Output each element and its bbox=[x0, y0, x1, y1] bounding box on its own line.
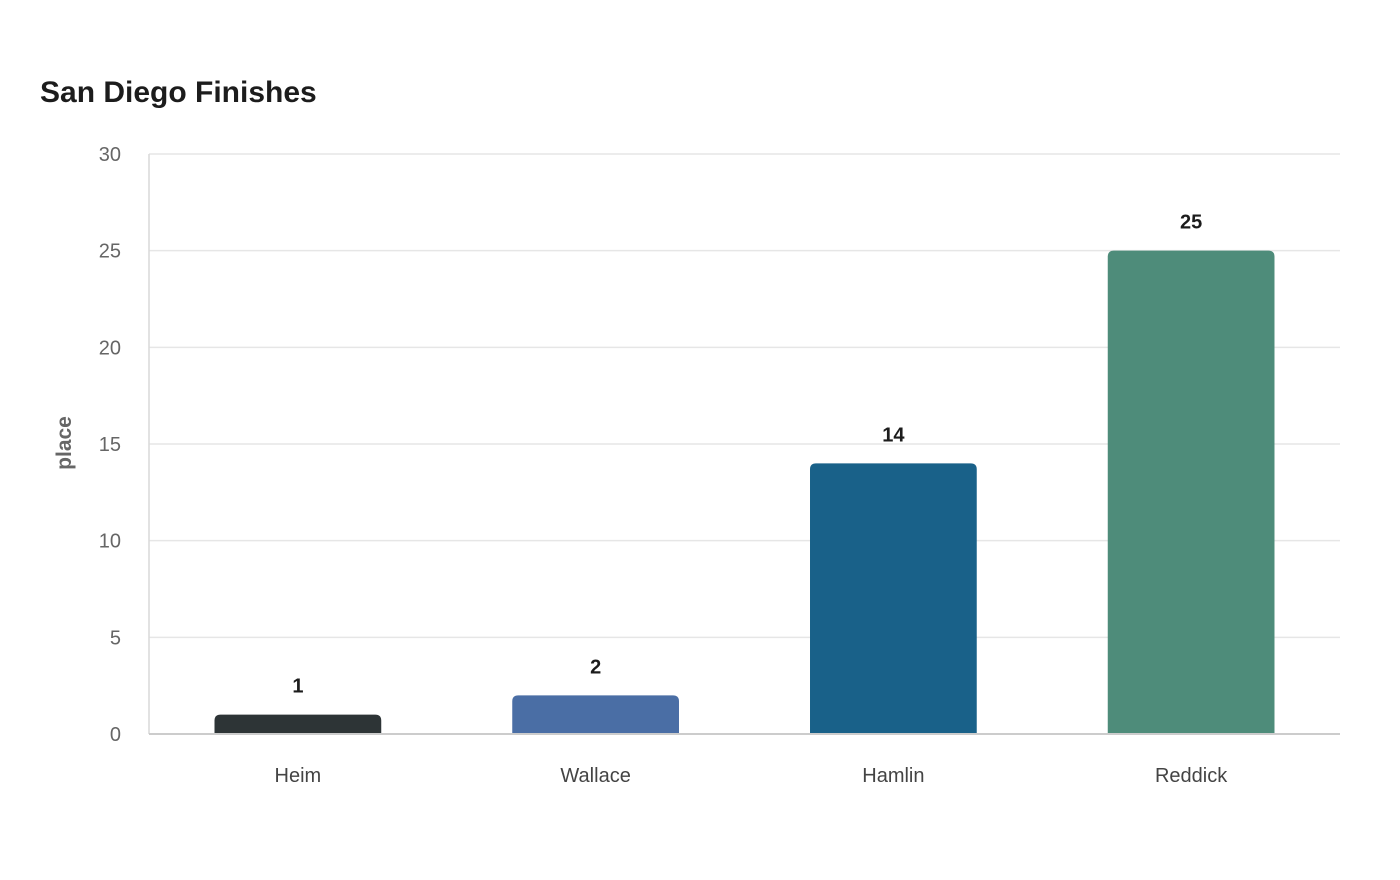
bar-wallace bbox=[512, 695, 679, 734]
y-axis-title: place bbox=[53, 416, 76, 470]
x-category-label: Hamlin bbox=[862, 765, 924, 787]
data-label: 25 bbox=[1180, 212, 1202, 234]
gridlines bbox=[149, 153, 1340, 639]
y-tick-label: 15 bbox=[99, 434, 121, 456]
y-tick-label: 25 bbox=[99, 241, 121, 263]
bar-hamlin bbox=[810, 463, 977, 734]
y-tick-label: 5 bbox=[110, 627, 121, 649]
y-tick-label: 20 bbox=[99, 337, 121, 359]
x-category-label: Heim bbox=[275, 765, 322, 787]
x-category-label: Reddick bbox=[1155, 765, 1228, 787]
y-tick-label: 0 bbox=[110, 724, 121, 746]
bar-heim bbox=[214, 714, 382, 734]
chart-title: San Diego Finishes bbox=[40, 76, 317, 109]
y-tick-label: 30 bbox=[99, 144, 121, 166]
data-label: 1 bbox=[292, 676, 303, 698]
bars: 1 2 14 25 bbox=[214, 212, 1275, 734]
bar-reddick bbox=[1107, 250, 1275, 734]
data-label: 2 bbox=[590, 656, 601, 678]
x-category-label: Wallace bbox=[560, 765, 630, 787]
y-tick-label: 10 bbox=[99, 531, 121, 553]
axes: 0 5 10 15 20 25 30 Heim Wallace Hamlin Reddick bbox=[99, 144, 1340, 787]
data-label: 14 bbox=[882, 424, 905, 446]
